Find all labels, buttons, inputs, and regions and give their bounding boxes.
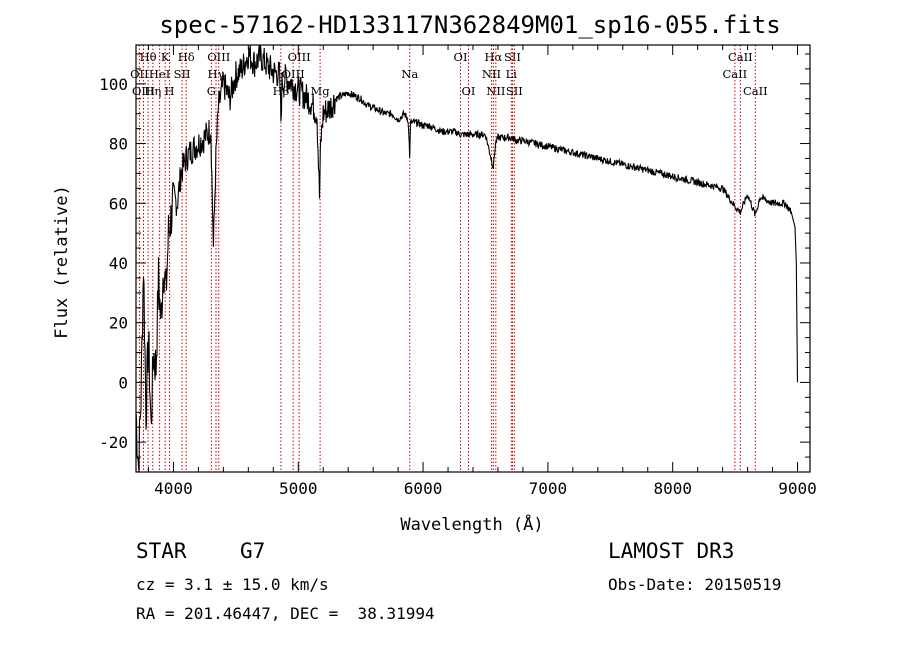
y-tick-label: 60 — [109, 194, 128, 213]
spectral-line-label: OII — [130, 67, 149, 81]
spectral-line-label: K — [161, 50, 170, 64]
x-axis-label: Wavelength (Å) — [400, 513, 543, 535]
spectral-line-label: Hθ — [140, 50, 157, 64]
object-class: STAR — [136, 539, 187, 563]
spectral-line-label: CaII — [728, 50, 753, 64]
survey-name: LAMOST DR3 — [608, 539, 735, 563]
spectral-line-label: OIII — [207, 50, 230, 64]
spectral-line-label: SII — [506, 84, 523, 98]
y-tick-label: 20 — [109, 314, 128, 333]
spectral-line-label: Hα — [484, 50, 502, 64]
y-tick-label: 80 — [109, 135, 128, 154]
y-tick-label: 100 — [99, 75, 128, 94]
spectral-line-label: Li — [506, 67, 518, 81]
spectral-line-label: Hδ — [178, 50, 195, 64]
object-subclass: G7 — [240, 539, 266, 563]
spectral-line-label: Mg — [311, 84, 331, 98]
spectral-line-label: OI — [454, 50, 468, 64]
spectral-line-label: CaII — [743, 84, 768, 98]
plot-frame — [135, 44, 811, 473]
x-tick-label: 6000 — [404, 479, 443, 498]
spectral-line-label: OIII — [288, 50, 311, 64]
spectral-line-label: H — [165, 84, 175, 98]
y-tick-label: 0 — [118, 373, 128, 392]
spectral-line-label: SII — [504, 50, 521, 64]
spectral-line-label: Hη — [144, 84, 161, 98]
y-axis-label: Flux (relative) — [52, 185, 72, 339]
chart-title: spec-57162-HD133117N362849M01_sp16-055.f… — [159, 11, 780, 39]
spectral-line-label: NII — [482, 67, 501, 81]
spectral-line-label: CaII — [722, 67, 747, 81]
spectral-line-label: SII — [174, 67, 191, 81]
spectral-line-label: G — [207, 84, 216, 98]
spectral-line-label: HeI — [149, 67, 170, 81]
spectral-line-label: Hβ — [273, 84, 290, 98]
spectral-line-label: Na — [401, 67, 418, 81]
spectral-line-label: OI — [462, 84, 476, 98]
x-tick-label: 5000 — [279, 479, 318, 498]
y-tick-label: 40 — [109, 254, 128, 273]
spectrum-series-line — [135, 44, 799, 473]
x-tick-label: 4000 — [154, 479, 193, 498]
x-tick-label: 7000 — [529, 479, 568, 498]
ra-dec-coordinates: RA = 201.46447, DEC = 38.31994 — [136, 604, 435, 623]
x-tick-label: 8000 — [653, 479, 692, 498]
redshift-cz: cz = 3.1 ± 15.0 km/s — [136, 575, 329, 594]
spectral-line-label: NII — [486, 84, 505, 98]
y-tick-label: -20 — [99, 433, 128, 452]
spectral-line-label: OIII — [132, 84, 155, 98]
observation-date: Obs-Date: 20150519 — [608, 575, 782, 594]
x-tick-label: 9000 — [778, 479, 817, 498]
